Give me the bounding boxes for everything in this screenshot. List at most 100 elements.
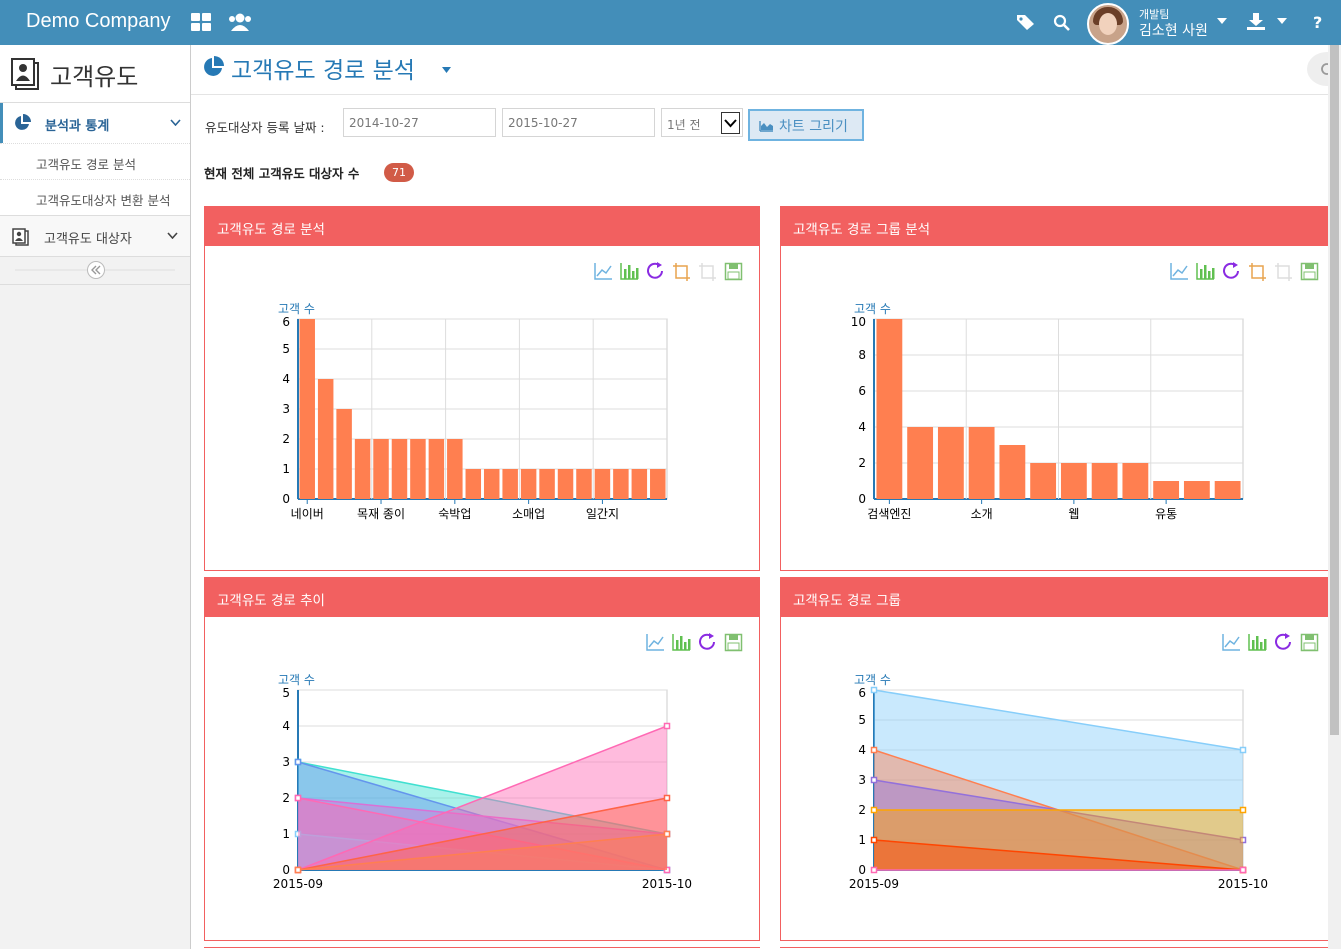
- save-tool-icon[interactable]: [1300, 633, 1319, 652]
- restore-tool-icon[interactable]: [1223, 262, 1239, 279]
- restore-glyph: [699, 633, 715, 650]
- zoomback-tool-icon[interactable]: [699, 263, 716, 281]
- bar: [937, 427, 964, 499]
- download-icon[interactable]: [1246, 12, 1266, 30]
- data-point: [1239, 836, 1247, 844]
- bar-tool-icon[interactable]: [672, 634, 691, 651]
- bar: [354, 439, 371, 499]
- save-glyph-top: [1305, 264, 1314, 269]
- bar-tool-icon[interactable]: [1248, 634, 1267, 651]
- sidebar-item-analysis[interactable]: 분석과 통계: [0, 103, 190, 143]
- series-area: [874, 810, 1243, 870]
- sidebar-title-text: 고객유도: [50, 63, 139, 91]
- panel-path-group-analysis: 고객유도 경로 그룹 분석 0 2 4 6 8 10 고객 수 검색엔진 소개 웹 유통: [780, 206, 1330, 571]
- panel-header: 고객유도 경로 분석: [205, 207, 759, 246]
- user-menu-chevron-down-icon[interactable]: [1217, 18, 1227, 24]
- bar: [483, 469, 500, 499]
- download-menu-chevron-down-icon[interactable]: [1277, 18, 1287, 24]
- save-tool-icon[interactable]: [724, 633, 743, 652]
- bar-tool-icon[interactable]: [1196, 263, 1215, 280]
- user-avatar[interactable]: [1087, 3, 1129, 45]
- y-tick-label: 4: [282, 372, 290, 386]
- panel-path-analysis: 고객유도 경로 분석 0 1 2 3 4 5 6 고객 수 네이버 목재 종이 숙박업 소매업 일간지: [204, 206, 760, 571]
- restore-tool-icon[interactable]: [647, 262, 663, 279]
- title-chevron-down-icon[interactable]: [442, 67, 451, 73]
- scrollbar-thumb[interactable]: [1330, 45, 1339, 735]
- data-point: [870, 746, 878, 754]
- save-tool-icon[interactable]: [724, 262, 743, 281]
- y-tick-label: 5: [282, 342, 290, 356]
- series-line: [873, 839, 1244, 871]
- top-navbar: Demo Company 개발팀 김소현 사원 ?: [0, 0, 1341, 45]
- series-line: [297, 725, 668, 871]
- bar-glyph: [680, 636, 683, 650]
- help-icon[interactable]: ?: [1311, 13, 1325, 31]
- bar-glyph: [1264, 639, 1267, 650]
- save-glyph-label: [727, 271, 740, 280]
- y-tick-label: 0: [858, 492, 866, 506]
- bar: [1122, 463, 1149, 499]
- bar: [299, 319, 315, 499]
- data-point: [1239, 746, 1247, 754]
- target-count-badge: 71: [384, 163, 414, 182]
- line-tool-icon[interactable]: [594, 263, 612, 280]
- sidebar-title: 고객유도: [0, 45, 190, 103]
- main-content: 고객유도 경로 분석 유도대상자 등록 날짜 : 2014-10-27 2015…: [191, 45, 1341, 949]
- line-tool-icon[interactable]: [646, 634, 664, 651]
- chart-grid: [297, 318, 668, 500]
- bar-tool-icon[interactable]: [620, 263, 639, 280]
- bars: [876, 319, 1241, 499]
- zoomback-tool-icon[interactable]: [1275, 263, 1292, 281]
- sidebar-subitem-label: 고객유도대상자 변환 분석: [36, 193, 171, 208]
- dashboard-grid-icon[interactable]: [190, 11, 212, 33]
- y-axis-label: 고객 수: [854, 302, 891, 316]
- sidebar-subitem-conversion-analysis[interactable]: 고객유도대상자 변환 분석: [0, 179, 190, 216]
- period-select-arrow[interactable]: [721, 112, 740, 134]
- line-tool-icon[interactable]: [1222, 634, 1240, 651]
- sidebar-item-label: 고객유도 대상자: [44, 232, 132, 247]
- vertical-scrollbar[interactable]: [1328, 45, 1341, 949]
- sidebar-item-label: 분석과 통계: [45, 119, 110, 134]
- zoom-tool-icon[interactable]: [673, 263, 690, 281]
- y-axis-label: 고객 수: [278, 302, 315, 316]
- user-name[interactable]: 김소현 사원: [1139, 23, 1208, 39]
- draw-chart-button[interactable]: 차트 그리기: [748, 109, 864, 141]
- panel-header: 고객유도 경로 그룹: [781, 578, 1329, 617]
- brand-logo[interactable]: Demo Company: [26, 10, 171, 32]
- collapse-double-chevron-left-icon[interactable]: [86, 260, 106, 280]
- bar: [539, 469, 555, 499]
- sidebar: 고객유도 분석과 통계 고객유도 경로 분석 고객유도대상자 변환 분석 고객유…: [0, 45, 191, 949]
- date-to-input[interactable]: 2015-10-27: [502, 108, 655, 137]
- restore-tool-icon[interactable]: [699, 633, 715, 650]
- zoom-tool-icon[interactable]: [1249, 263, 1266, 281]
- bar: [613, 469, 629, 499]
- x-tick-label: 2015-10: [1218, 877, 1268, 891]
- x-tick-label: 목재 종이: [357, 507, 405, 521]
- search-icon[interactable]: [1053, 14, 1071, 32]
- page-title[interactable]: 고객유도 경로 분석: [231, 58, 415, 84]
- panel-title: 고객유도 경로 그룹: [793, 593, 901, 609]
- arrow-glyph: [1233, 262, 1238, 268]
- users-icon[interactable]: [227, 11, 253, 33]
- save-tool-icon[interactable]: [1300, 262, 1319, 281]
- bar-glyph: [1208, 271, 1211, 279]
- x-tick-label: 2015-10: [642, 877, 692, 891]
- tags-icon[interactable]: [1016, 13, 1036, 31]
- bar-glyph: [1212, 268, 1215, 279]
- area-series: [870, 686, 1247, 874]
- grid-columns: [371, 319, 594, 499]
- sidebar-item-targets[interactable]: 고객유도 대상자: [0, 215, 190, 257]
- y-tick-label: 5: [858, 713, 866, 727]
- arrow-glyph: [1285, 633, 1290, 639]
- date-from-input[interactable]: 2014-10-27: [343, 108, 496, 137]
- data-point: [870, 866, 878, 874]
- sidebar-collapse-bar: [0, 256, 190, 285]
- bar: [1153, 481, 1180, 499]
- bar: [1183, 481, 1210, 499]
- data-point: [294, 794, 302, 802]
- restore-tool-icon[interactable]: [1275, 633, 1291, 650]
- sidebar-subitem-path-analysis[interactable]: 고객유도 경로 분석: [0, 143, 190, 180]
- line-tool-icon[interactable]: [1170, 263, 1188, 280]
- bar: [631, 469, 648, 499]
